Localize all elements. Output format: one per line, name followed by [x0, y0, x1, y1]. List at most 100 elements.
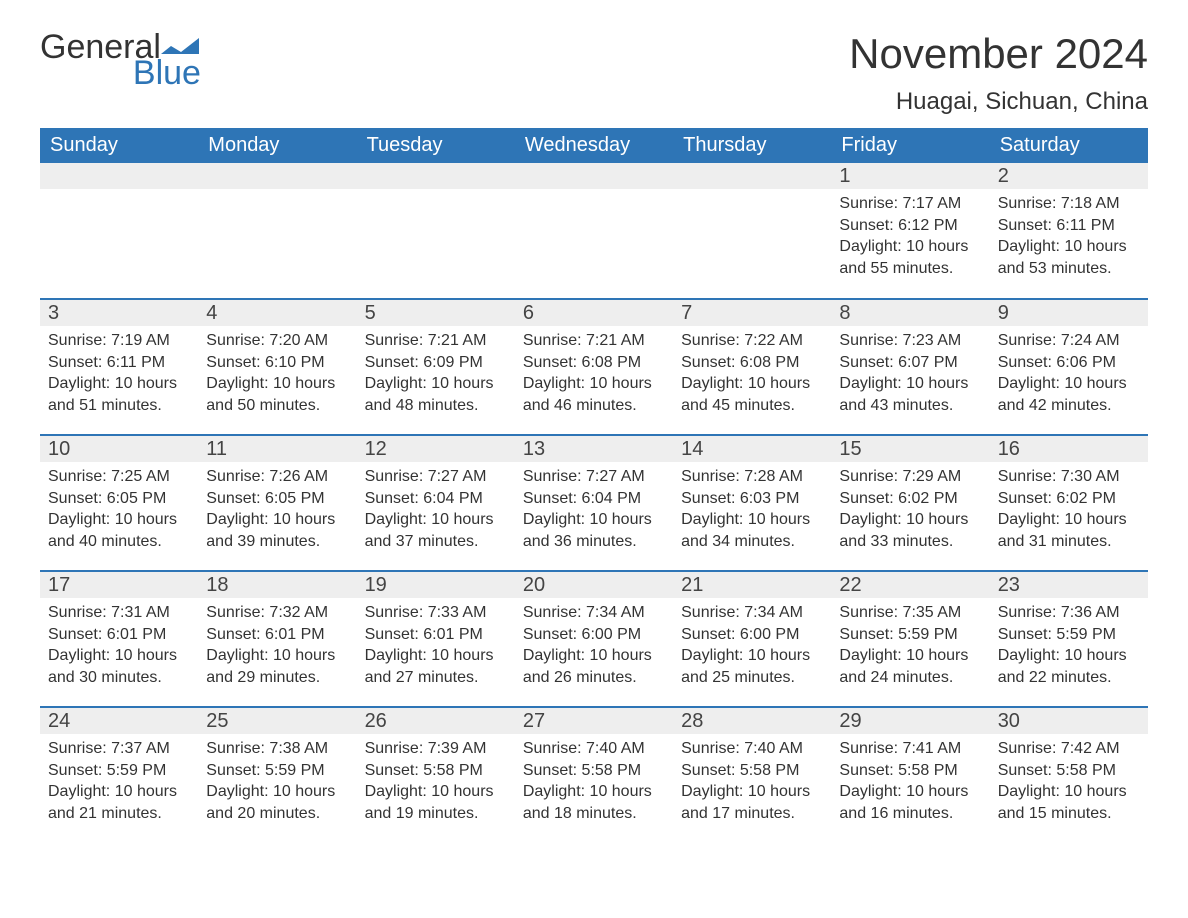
sunset-line: Sunset: 6:12 PM — [839, 215, 981, 237]
calendar-week-row: 24 Sunrise: 7:37 AMSunset: 5:59 PM Dayligh… — [40, 707, 1148, 843]
sunrise-line: Sunrise: 7:40 AM — [681, 738, 823, 760]
sunset-line: Sunset: 5:58 PM — [523, 760, 665, 782]
sunset-line: Sunset: 6:08 PM — [681, 352, 823, 374]
calendar-week-row: 1Sunrise: 7:17 AMSunset: 6:12 PMDaylight… — [40, 163, 1148, 299]
calendar-cell-empty — [515, 163, 673, 299]
daylight-line: Daylight: 10 hours and 18 minutes. — [523, 781, 665, 824]
day-header: Sunday — [40, 128, 198, 163]
calendar-week-row: 17Sunrise: 7:31 AMSunset: 6:01 PMDayligh… — [40, 571, 1148, 707]
sunset-line: Sunset: 6:01 PM — [365, 624, 507, 646]
sunset-line: Sunset: 6:11 PM — [998, 215, 1140, 237]
day-details: Sunrise: 7:32 AMSunset: 6:01 PMDaylight:… — [198, 598, 356, 700]
day-number: 22 — [831, 572, 989, 598]
sunset-line: Sunset: 6:07 PM — [839, 352, 981, 374]
sunrise-line: Sunrise: 7:20 AM — [206, 330, 348, 352]
daylight-line: Daylight: 10 hours and 39 minutes. — [206, 509, 348, 552]
sunrise-line: Sunrise: 7:25 AM — [48, 466, 190, 488]
calendar-cell: 5Sunrise: 7:21 AMSunset: 6:09 PMDaylight… — [357, 299, 515, 435]
calendar-week-row: 10Sunrise: 7:25 AMSunset: 6:05 PMDayligh… — [40, 435, 1148, 571]
sunrise-line: Sunrise: 7:22 AM — [681, 330, 823, 352]
calendar-cell: 28Sunrise: 7:40 AMSunset: 5:58 PMDayligh… — [673, 707, 831, 843]
day-number: 21 — [673, 572, 831, 598]
sunrise-line: Sunrise: 7:40 AM — [523, 738, 665, 760]
daylight-line: Daylight: 10 hours and 27 minutes. — [365, 645, 507, 688]
day-number: 19 — [357, 572, 515, 598]
day-details: Sunrise: 7:21 AMSunset: 6:08 PMDaylight:… — [515, 326, 673, 428]
location-label: Huagai, Sichuan, China — [849, 88, 1148, 116]
sunrise-line: Sunrise: 7:41 AM — [839, 738, 981, 760]
day-details: Sunrise: 7:18 AMSunset: 6:11 PMDaylight:… — [990, 189, 1148, 291]
day-details: Sunrise: 7:17 AMSunset: 6:12 PMDaylight:… — [831, 189, 989, 291]
calendar-cell-empty — [673, 163, 831, 299]
page-header: General Blue November 2024 Huagai, Sichu… — [40, 30, 1148, 116]
calendar-cell: 11Sunrise: 7:26 AMSunset: 6:05 PMDayligh… — [198, 435, 356, 571]
sunset-line: Sunset: 6:05 PM — [206, 488, 348, 510]
sunset-line: Sunset: 6:04 PM — [523, 488, 665, 510]
day-number: 2 — [990, 163, 1148, 189]
day-details: Sunrise: 7:29 AMSunset: 6:02 PMDaylight:… — [831, 462, 989, 564]
sunset-line: Sunset: 6:05 PM — [48, 488, 190, 510]
sunrise-line: Sunrise: 7:37 AM — [48, 738, 190, 760]
calendar-cell: 25Sunrise: 7:38 AMSunset: 5:59 PMDayligh… — [198, 707, 356, 843]
day-number: 4 — [198, 300, 356, 326]
day-number: 8 — [831, 300, 989, 326]
calendar-cell: 19 Sunrise: 7:33 AMSunset: 6:01 PMDayligh… — [357, 571, 515, 707]
day-number: 24 — [40, 708, 198, 734]
day-details: Sunrise: 7:35 AMSunset: 5:59 PMDaylight:… — [831, 598, 989, 700]
calendar-cell: 13Sunrise: 7:27 AMSunset: 6:04 PMDayligh… — [515, 435, 673, 571]
day-number: 18 — [198, 572, 356, 598]
daylight-line: Daylight: 10 hours and 15 minutes. — [998, 781, 1140, 824]
sunrise-line: Sunrise: 7:18 AM — [998, 193, 1140, 215]
sunset-line: Sunset: 6:03 PM — [681, 488, 823, 510]
sunrise-line: Sunrise: 7:33 AM — [365, 602, 507, 624]
daylight-line: Daylight: 10 hours and 46 minutes. — [523, 373, 665, 416]
day-header: Thursday — [673, 128, 831, 163]
sunset-line: Sunset: 6:08 PM — [523, 352, 665, 374]
sunrise-line: Sunrise: 7:30 AM — [998, 466, 1140, 488]
day-number: 9 — [990, 300, 1148, 326]
day-details: Sunrise: 7:22 AMSunset: 6:08 PMDaylight:… — [673, 326, 831, 428]
calendar-cell: 3Sunrise: 7:19 AMSunset: 6:11 PMDaylight… — [40, 299, 198, 435]
sunrise-line: Sunrise: 7:42 AM — [998, 738, 1140, 760]
daylight-line: Daylight: 10 hours and 24 minutes. — [839, 645, 981, 688]
calendar-cell-empty — [357, 163, 515, 299]
month-title: November 2024 — [849, 30, 1148, 78]
daylight-line: Daylight: 10 hours and 34 minutes. — [681, 509, 823, 552]
day-details: Sunrise: 7:34 AMSunset: 6:00 PMDaylight:… — [515, 598, 673, 700]
sunset-line: Sunset: 5:59 PM — [998, 624, 1140, 646]
calendar-cell: 26Sunrise: 7:39 AMSunset: 5:58 PMDayligh… — [357, 707, 515, 843]
daylight-line: Daylight: 10 hours and 30 minutes. — [48, 645, 190, 688]
day-number: 25 — [198, 708, 356, 734]
daylight-line: Daylight: 10 hours and 26 minutes. — [523, 645, 665, 688]
sunrise-line: Sunrise: 7:35 AM — [839, 602, 981, 624]
sunrise-line: Sunrise: 7:21 AM — [365, 330, 507, 352]
daylight-line: Daylight: 10 hours and 40 minutes. — [48, 509, 190, 552]
sunset-line: Sunset: 6:02 PM — [998, 488, 1140, 510]
sunset-line: Sunset: 5:59 PM — [48, 760, 190, 782]
daylight-line: Daylight: 10 hours and 37 minutes. — [365, 509, 507, 552]
day-number: 16 — [990, 436, 1148, 462]
day-number: 6 — [515, 300, 673, 326]
day-header: Tuesday — [357, 128, 515, 163]
calendar-cell: 6Sunrise: 7:21 AMSunset: 6:08 PMDaylight… — [515, 299, 673, 435]
calendar-cell: 23Sunrise: 7:36 AMSunset: 5:59 PMDayligh… — [990, 571, 1148, 707]
day-details: Sunrise: 7:36 AMSunset: 5:59 PMDaylight:… — [990, 598, 1148, 700]
day-number: 12 — [357, 436, 515, 462]
sunset-line: Sunset: 6:10 PM — [206, 352, 348, 374]
sunset-line: Sunset: 5:58 PM — [998, 760, 1140, 782]
calendar-cell: 10Sunrise: 7:25 AMSunset: 6:05 PMDayligh… — [40, 435, 198, 571]
sunrise-line: Sunrise: 7:17 AM — [839, 193, 981, 215]
daylight-line: Daylight: 10 hours and 19 minutes. — [365, 781, 507, 824]
day-header: Wednesday — [515, 128, 673, 163]
sunrise-line: Sunrise: 7:36 AM — [998, 602, 1140, 624]
day-details: Sunrise: 7:40 AMSunset: 5:58 PMDaylight:… — [515, 734, 673, 836]
calendar-cell: 24Sunrise: 7:37 AMSunset: 5:59 PMDayligh… — [40, 707, 198, 843]
calendar-cell: 4Sunrise: 7:20 AMSunset: 6:10 PMDaylight… — [198, 299, 356, 435]
brand-logo: General Blue — [40, 30, 201, 90]
calendar-cell: 18Sunrise: 7:32 AMSunset: 6:01 PMDayligh… — [198, 571, 356, 707]
calendar-cell: 14Sunrise: 7:28 AMSunset: 6:03 PMDayligh… — [673, 435, 831, 571]
sunset-line: Sunset: 6:01 PM — [48, 624, 190, 646]
sunrise-line: Sunrise: 7:28 AM — [681, 466, 823, 488]
daylight-line: Daylight: 10 hours and 51 minutes. — [48, 373, 190, 416]
sunset-line: Sunset: 5:59 PM — [839, 624, 981, 646]
